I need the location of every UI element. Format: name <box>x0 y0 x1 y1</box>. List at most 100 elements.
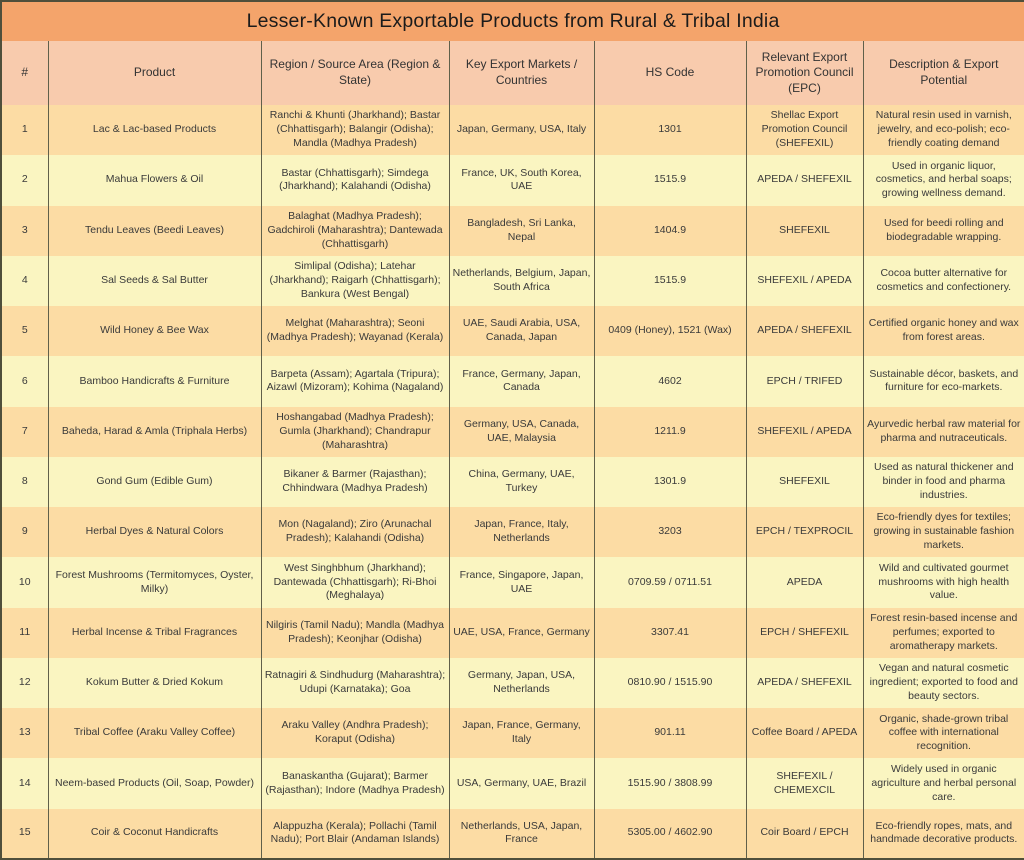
cell-markets: China, Germany, UAE, Turkey <box>448 456 594 508</box>
cell-hs-code: 1515.90 / 3808.99 <box>593 758 746 809</box>
cell-epc: Shellac Export Promotion Council (SHEFEX… <box>745 105 863 156</box>
cell-markets: France, UK, South Korea, UAE <box>448 155 594 206</box>
cell-description: Eco-friendly ropes, mats, and handmade d… <box>862 808 1024 859</box>
column-header-epc: Relevant Export Promotion Council (EPC) <box>745 41 863 105</box>
cell-num: 12 <box>18 676 31 689</box>
table-row: 13 Tribal Coffee (Araku Valley Coffee) Ara… <box>1 708 1024 759</box>
cell-product: Tendu Leaves (Beedi Leaves) <box>47 205 261 256</box>
cell-hs-code: 0709.59 / 0711.51 <box>593 557 746 608</box>
table-row: 3 Tendu Leaves (Beedi Leaves) Balaghat (Ma… <box>1 205 1024 256</box>
header-row: # Product Region / Source Area (Region &… <box>1 41 1024 105</box>
cell-epc: SHEFEXIL / APEDA <box>745 255 863 307</box>
cell-region: Banaskantha (Gujarat); Barmer (Rajasthan… <box>260 758 449 809</box>
table-row: 14 Neem-based Products (Oil, Soap, Powder… <box>1 758 1024 809</box>
cell-markets: Japan, Germany, USA, Italy <box>448 105 594 156</box>
cell-description: Wild and cultivated gourmet mushrooms wi… <box>862 557 1024 608</box>
cell-epc: APEDA / SHEFEXIL <box>745 155 863 206</box>
table-row: 1 Lac & Lac-based Products Ranchi & Khunti… <box>1 105 1024 156</box>
table-row: 15 Coir & Coconut Handicrafts Alappuzha (K… <box>1 808 1024 859</box>
cell-region: Balaghat (Madhya Pradesh); Gadchiroli (M… <box>260 205 449 256</box>
cell-product: Lac & Lac-based Products <box>47 105 261 156</box>
cell-product: Kokum Butter & Dried Kokum <box>47 657 261 709</box>
cell-description: Forest resin-based incense and perfumes;… <box>862 607 1024 658</box>
column-header-description: Description & Export Potential <box>862 41 1024 105</box>
cell-product: Sal Seeds & Sal Butter <box>47 255 261 307</box>
cell-description: Widely used in organic agriculture and h… <box>862 758 1024 809</box>
cell-hs-code: 1515.9 <box>593 155 746 206</box>
cell-epc: SHEFEXIL <box>745 456 863 508</box>
cell-hs-code: 0810.90 / 1515.90 <box>593 657 746 709</box>
cell-markets: Japan, France, Germany, Italy <box>448 708 594 759</box>
cell-num: 15 <box>18 826 31 839</box>
cell-description: Used for beedi rolling and biodegradable… <box>862 205 1024 256</box>
cell-num: 13 <box>18 726 31 739</box>
table-row: 8 Gond Gum (Edible Gum) Bikaner & Barmer (… <box>1 456 1024 508</box>
cell-num: 6 <box>21 374 28 387</box>
table-row: 4 Sal Seeds & Sal Butter Simlipal (Odisha)… <box>1 255 1024 307</box>
cell-markets: Netherlands, USA, Japan, France <box>448 808 594 859</box>
table-row: 7 Baheda, Harad & Amla (Triphala Herbs) Ho… <box>1 406 1024 457</box>
cell-description: Certified organic honey and wax from for… <box>862 306 1024 357</box>
cell-markets: Germany, Japan, USA, Netherlands <box>448 657 594 709</box>
cell-markets: France, Germany, Japan, Canada <box>448 356 594 407</box>
cell-num: 2 <box>21 173 28 186</box>
cell-hs-code: 5305.00 / 4602.90 <box>593 808 746 859</box>
cell-epc: Coffee Board / APEDA <box>745 708 863 759</box>
cell-region: Barpeta (Assam); Agartala (Tripura); Aiz… <box>260 356 449 407</box>
cell-num: 8 <box>21 475 28 488</box>
column-header-region: Region / Source Area (Region & State) <box>260 41 449 105</box>
cell-product: Gond Gum (Edible Gum) <box>47 456 261 508</box>
title-row: Lesser-Known Exportable Products from Ru… <box>1 1 1024 41</box>
cell-hs-code: 1515.9 <box>593 255 746 307</box>
cell-hs-code: 901.11 <box>593 708 746 759</box>
cell-product: Bamboo Handicrafts & Furniture <box>47 356 261 407</box>
cell-epc: SHEFEXIL <box>745 205 863 256</box>
cell-hs-code: 3203 <box>593 507 746 558</box>
cell-description: Organic, shade-grown tribal coffee with … <box>862 708 1024 759</box>
table-row: 6 Bamboo Handicrafts & Furniture Barpeta (… <box>1 356 1024 407</box>
cell-region: Bastar (Chhattisgarh); Simdega (Jharkhan… <box>260 155 449 206</box>
cell-product: Wild Honey & Bee Wax <box>47 306 261 357</box>
cell-epc: EPCH / SHEFEXIL <box>745 607 863 658</box>
cell-description: Sustainable décor, baskets, and furnitur… <box>862 356 1024 407</box>
column-header-hs-code: HS Code <box>593 41 746 105</box>
cell-hs-code: 4602 <box>593 356 746 407</box>
cell-markets: France, Singapore, Japan, UAE <box>448 557 594 608</box>
cell-product: Tribal Coffee (Araku Valley Coffee) <box>47 708 261 759</box>
cell-product: Forest Mushrooms (Termitomyces, Oyster, … <box>47 557 261 608</box>
cell-region: Hoshangabad (Madhya Pradesh); Gumla (Jha… <box>260 406 449 457</box>
cell-epc: SHEFEXIL / CHEMEXCIL <box>745 758 863 809</box>
cell-num: 9 <box>21 525 28 538</box>
cell-epc: SHEFEXIL / APEDA <box>745 406 863 457</box>
cell-markets: UAE, Saudi Arabia, USA, Canada, Japan <box>448 306 594 357</box>
table-row: 11 Herbal Incense & Tribal Fragrances Nilg… <box>1 607 1024 658</box>
cell-product: Herbal Incense & Tribal Fragrances <box>47 607 261 658</box>
cell-markets: USA, Germany, UAE, Brazil <box>448 758 594 809</box>
cell-region: Alappuzha (Kerala); Pollachi (Tamil Nadu… <box>260 808 449 859</box>
cell-markets: Germany, USA, Canada, UAE, Malaysia <box>448 406 594 457</box>
cell-region: Araku Valley (Andhra Pradesh); Koraput (… <box>260 708 449 759</box>
column-header-number: # <box>1 41 48 105</box>
cell-epc: Coir Board / EPCH <box>745 808 863 859</box>
cell-description: Natural resin used in varnish, jewelry, … <box>862 105 1024 156</box>
cell-epc: APEDA <box>745 557 863 608</box>
cell-num: 5 <box>21 324 28 337</box>
cell-num: 1 <box>21 123 28 136</box>
cell-region: Melghat (Maharashtra); Seoni (Madhya Pra… <box>260 306 449 357</box>
cell-hs-code: 1301 <box>593 105 746 156</box>
cell-num: 10 <box>18 575 31 588</box>
cell-product: Baheda, Harad & Amla (Triphala Herbs) <box>47 406 261 457</box>
cell-hs-code: 0409 (Honey), 1521 (Wax) <box>593 306 746 357</box>
cell-region: Simlipal (Odisha); Latehar (Jharkhand); … <box>260 255 449 307</box>
cell-markets: Japan, France, Italy, Netherlands <box>448 507 594 558</box>
cell-hs-code: 1301.9 <box>593 456 746 508</box>
table-row: 10 Forest Mushrooms (Termitomyces, Oyster… <box>1 557 1024 608</box>
cell-num: 4 <box>21 274 28 286</box>
cell-markets: UAE, USA, France, Germany <box>448 607 594 658</box>
table-row: 12 Kokum Butter & Dried Kokum Ratnagiri & … <box>1 657 1024 709</box>
cell-hs-code: 3307.41 <box>593 607 746 658</box>
cell-product: Neem-based Products (Oil, Soap, Powder) <box>47 758 261 809</box>
cell-num: 7 <box>21 424 28 437</box>
cell-region: Bikaner & Barmer (Rajasthan); Chhindwara… <box>260 456 449 508</box>
